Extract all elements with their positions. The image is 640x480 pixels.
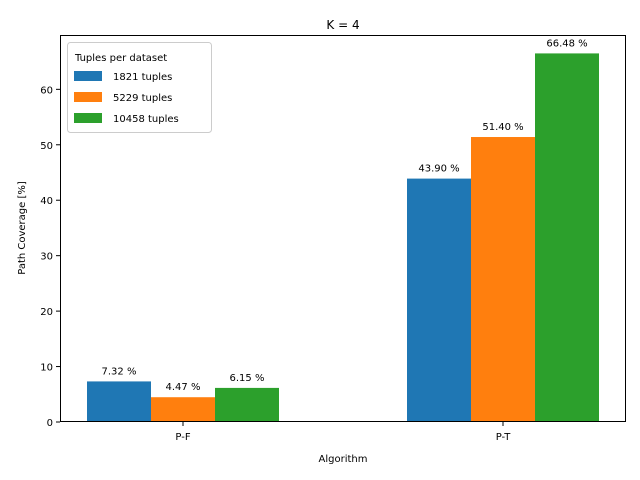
data-label: 4.47 % <box>166 382 201 393</box>
bar-p-f-series-1 <box>87 381 151 422</box>
x-tick-label: P-F <box>175 432 190 443</box>
plot-frame <box>60 35 626 422</box>
y-axis: 0 10 20 30 40 50 60 <box>40 85 60 429</box>
y-tick-label: 20 <box>40 307 53 318</box>
y-axis-label: Path Coverage [%] <box>17 181 28 275</box>
data-label: 6.15 % <box>230 373 265 384</box>
legend-item-label: 1821 tuples <box>113 72 172 83</box>
legend-item-label: 10458 tuples <box>113 114 179 125</box>
legend: Tuples per dataset 1821 tuples 5229 tuple… <box>67 42 212 133</box>
legend-box <box>67 42 212 133</box>
y-tick-label: 50 <box>40 141 53 152</box>
x-axis: P-F P-T <box>175 422 511 443</box>
y-tick-label: 40 <box>40 196 53 207</box>
data-label: 43.90 % <box>418 164 459 175</box>
chart-title: K = 4 <box>326 18 359 32</box>
y-tick-label: 60 <box>40 85 53 96</box>
legend-item-label: 5229 tuples <box>113 93 172 104</box>
legend-swatch <box>74 113 102 123</box>
data-label: 51.40 % <box>482 122 523 133</box>
x-tick-label: P-T <box>496 432 512 443</box>
data-label: 7.32 % <box>102 366 137 377</box>
y-tick-label: 10 <box>40 363 53 374</box>
y-tick-label: 30 <box>40 252 53 263</box>
bar-p-t-series-2 <box>471 137 535 422</box>
legend-swatch <box>74 92 102 102</box>
y-tick-label: 0 <box>47 418 53 429</box>
legend-title: Tuples per dataset <box>74 53 167 64</box>
data-label: 66.48 % <box>546 38 587 49</box>
bars-group <box>87 53 599 423</box>
bar-p-f-series-2 <box>151 397 215 422</box>
data-labels-group: 7.32 % 43.90 % 4.47 % 51.40 % 6.15 % 66.48 % <box>102 38 588 393</box>
legend-swatch <box>74 71 102 81</box>
bar-p-f-series-3 <box>215 387 279 422</box>
bar-p-t-series-1 <box>407 178 471 422</box>
x-axis-label: Algorithm <box>319 454 368 465</box>
bar-p-t-series-3 <box>535 53 599 423</box>
